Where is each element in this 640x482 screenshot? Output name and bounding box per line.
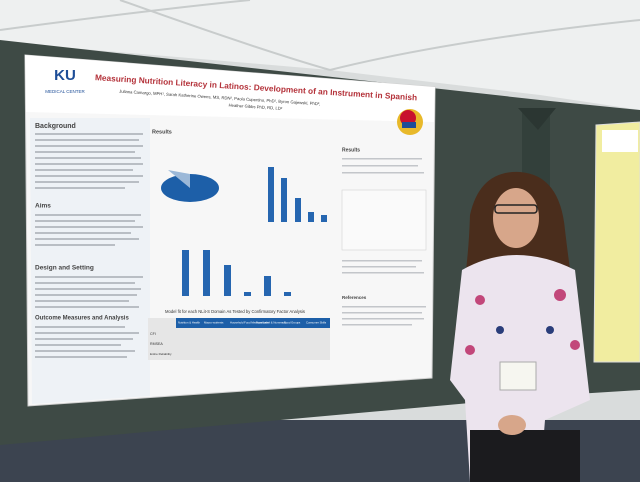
text-line [35,282,135,284]
text-line [342,324,412,326]
logo: KU [54,67,76,84]
logo-sub: MEDICAL CENTER [45,89,85,94]
text-line [35,294,137,296]
neighbor-header [602,130,638,152]
pattern-dot [546,326,554,334]
bar [295,198,301,222]
glasses [494,204,538,214]
left-column [30,118,150,404]
section-heading: Aims [35,203,51,210]
pattern-dot [554,289,566,301]
text-line [35,220,135,222]
bar [284,292,291,296]
table-row: RMSEA [150,342,163,346]
text-line [342,312,422,314]
table-rows: CFI RMSEA Entire Reliability [150,332,172,356]
text-line [35,288,141,290]
pattern-dot [465,345,475,355]
text-line [35,157,141,159]
text-line [35,232,131,234]
section-heading: References [342,295,367,300]
bar [308,212,314,222]
text-line [35,356,127,358]
text-line [35,151,135,153]
tent-folds [0,0,640,71]
section-heading: Design and Setting [35,265,94,272]
text-line [35,181,139,183]
text-line [35,344,121,346]
table-column: Nutrition & Health [178,321,200,325]
tent-fabric [0,0,640,110]
bar-chart [182,167,327,296]
bar [281,178,287,222]
text-line [35,350,135,352]
poster-authors: Heather Gibbs PhD, RD, LD² [228,103,283,111]
name-badge [499,361,537,391]
section-heading: Background [35,123,76,130]
blouse-pattern [465,289,580,355]
text-line [35,175,143,177]
pattern-dot [496,326,504,334]
text-line [35,163,143,165]
table-row: CFI [150,332,156,336]
table-column: Food Label & Numeracy [256,321,287,325]
bar [203,250,210,296]
text-line [342,165,418,167]
bar [224,265,231,296]
table-column: Macro-nutrients [204,321,224,325]
table-row: Entire Reliability [150,352,172,356]
bar [321,215,327,222]
mascot [402,122,416,128]
face [493,188,539,248]
bar [182,250,189,296]
table-column: Household Food Measurement [230,321,269,325]
text-line [35,306,139,308]
bar [264,276,271,296]
neighbor-poster [593,121,640,363]
text-line [342,318,424,320]
pie-slice [168,170,190,188]
table-caption: Model fit for each NLit-S Domain As Test… [165,309,305,314]
text-line [342,158,422,160]
text-line [35,133,143,135]
text-line [35,238,139,240]
text-line [342,272,424,274]
bar [244,292,251,296]
hands [498,415,526,435]
text-line [342,266,416,268]
table-header [176,318,330,328]
text-line [35,226,143,228]
poster-header [25,55,435,122]
text-line [35,169,133,171]
section-heading: Results [342,147,360,153]
text-line [35,187,125,189]
text-line [342,260,422,262]
scatter-plot [341,189,427,251]
table-columns: Nutrition & Health Macro-nutrients House… [178,321,327,325]
text-line [35,326,125,328]
trousers [470,430,580,482]
board-clip [518,108,556,130]
section-heading: Results [152,129,172,135]
text-line [342,306,426,308]
bar [268,167,274,222]
section-heading: Outcome Measures and Analysis [35,316,129,322]
text-lines [35,133,143,358]
table-column: Food Groups [284,321,301,325]
text-line [35,139,139,141]
text-line [35,338,133,340]
pattern-dot [570,340,580,350]
table-column: Consumer Skills [306,321,327,325]
text-line [35,276,143,278]
text-line [35,145,143,147]
text-line [342,172,424,174]
text-lines [342,158,426,326]
text-line [35,244,115,246]
pattern-dot [475,295,485,305]
text-line [35,332,139,334]
text-line [35,300,129,302]
text-line [35,214,141,216]
